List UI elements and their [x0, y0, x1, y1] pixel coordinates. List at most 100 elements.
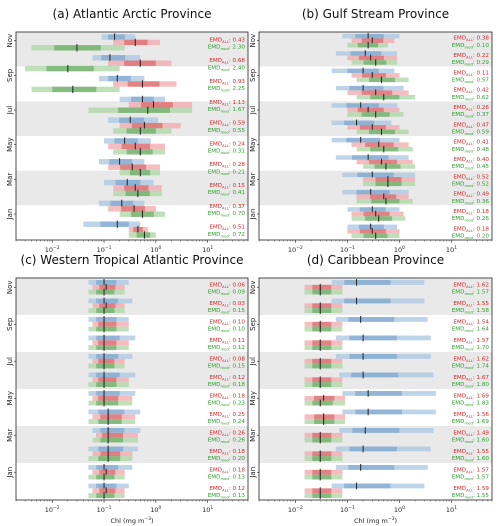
emd-prefix: EMD: [208, 149, 221, 155]
emd-prefix: EMD: [453, 88, 466, 94]
mod-box: [88, 474, 125, 480]
all-iqr: [99, 488, 116, 494]
mod-box: [304, 308, 343, 313]
satellite-iqr: [98, 409, 125, 415]
mod-iqr: [96, 493, 115, 498]
satellite-box: [331, 298, 425, 304]
month-label: Mar: [249, 429, 257, 442]
emd-prefix: EMD: [453, 36, 466, 42]
emd-value: : 0.40: [473, 157, 490, 163]
emd-mod-label: EMDmod: 0.26: [208, 437, 246, 444]
emd-value: : 0.29: [473, 60, 490, 66]
all-iqr: [361, 90, 393, 95]
satellite-iqr: [352, 428, 400, 433]
month-label: Jan: [6, 209, 14, 221]
satellite-box: [88, 298, 133, 304]
emd-prefix: EMD: [453, 430, 466, 436]
emd-all-label: EMDALL: 0.25: [209, 412, 245, 419]
mod-box: [25, 65, 120, 72]
emd-prefix: EMD: [209, 37, 222, 43]
emd-all-label: EMDALL: 1.69: [453, 393, 489, 400]
emd-prefix: EMD: [209, 79, 222, 85]
mod-box: [88, 363, 125, 369]
all-box: [347, 107, 400, 113]
month-label: Nov: [6, 34, 14, 48]
emd-prefix: EMD: [452, 199, 465, 205]
emd-prefix: EMD: [209, 375, 222, 381]
month-label: Jan: [249, 467, 257, 479]
satellite-box: [88, 465, 133, 470]
x-axis-label: Chl (mg m−3): [354, 516, 397, 525]
satellite-box: [342, 189, 409, 195]
emd-value: : 0.41: [473, 140, 490, 146]
emd-sub: mod: [220, 402, 229, 407]
emd-all-label: EMDALL: 0.12: [209, 375, 245, 382]
plot-frame: [15, 31, 249, 241]
emd-sub: mod: [464, 79, 473, 84]
emd-all-label: EMDALL: 0.41: [453, 140, 489, 147]
emd-prefix: EMD: [453, 192, 466, 198]
emd-sub: ALL: [222, 60, 230, 65]
x-tick-base: 10: [446, 506, 454, 514]
emd-value: : 0.48: [473, 147, 490, 153]
month-label: Sep: [249, 68, 257, 82]
all-iqr: [98, 340, 117, 346]
all-box: [113, 185, 162, 191]
emd-value: : 0.52: [473, 174, 489, 180]
month-label: Jul: [249, 357, 257, 367]
emd-value: : 0.23: [229, 400, 246, 406]
emd-sub: ALL: [222, 164, 230, 169]
all-iqr: [359, 229, 386, 234]
all-iqr: [312, 469, 332, 475]
mod-box: [304, 400, 346, 406]
mod-iqr: [312, 456, 332, 461]
emd-all-label: EMDALL: 0.52: [453, 174, 489, 181]
emd-prefix: EMD: [453, 53, 466, 59]
emd-all-label: EMDALL: 0.49: [453, 192, 489, 199]
emd-value: : 0.93: [229, 79, 246, 85]
emd-prefix: EMD: [208, 456, 221, 462]
emd-prefix: EMD: [209, 467, 222, 473]
emd-sub: ALL: [466, 302, 474, 307]
all-box: [92, 395, 133, 401]
emd-value: : 0.24: [229, 141, 246, 147]
emd-value: : 0.12: [229, 345, 245, 351]
satellite-iqr: [349, 446, 397, 452]
emd-prefix: EMD: [453, 157, 466, 163]
emd-mod-label: EMDmod: 0.36: [452, 199, 490, 206]
month-label: Sep: [6, 68, 14, 82]
emd-sub: ALL: [222, 122, 230, 127]
month-label: Nov: [6, 280, 14, 294]
emd-mod-label: EMDmod: 2.25: [208, 86, 246, 93]
all-box: [304, 395, 346, 401]
emd-sub: mod: [220, 346, 229, 351]
mod-iqr: [312, 289, 332, 295]
emd-all-label: EMDALL: 1.57: [453, 338, 489, 345]
emd-value: : 0.26: [473, 105, 490, 111]
x-tick-base: 10: [340, 246, 348, 254]
emd-prefix: EMD: [452, 60, 465, 66]
emd-sub: ALL: [466, 107, 474, 112]
all-iqr: [98, 395, 119, 401]
x-tick-label: 101: [202, 505, 213, 514]
emd-value: : 1.54: [473, 319, 490, 325]
emd-mod-label: EMDmod: 1.69: [452, 419, 490, 426]
emd-prefix: EMD: [209, 393, 222, 399]
emd-sub: mod: [220, 439, 229, 444]
emd-value: : 2.25: [229, 86, 246, 92]
emd-all-label: EMDALL: 0.22: [453, 53, 489, 60]
all-box: [304, 414, 346, 420]
month-label: May: [249, 137, 257, 151]
satellite-box: [335, 85, 404, 91]
x-tick-exp: −2: [53, 245, 60, 251]
emd-sub: mod: [220, 67, 229, 72]
satellite-iqr: [348, 465, 395, 470]
emd-prefix: EMD: [209, 141, 222, 147]
mod-iqr: [118, 107, 170, 113]
all-box: [113, 81, 177, 87]
emd-sub: ALL: [222, 284, 230, 289]
emd-sub: ALL: [466, 376, 474, 381]
emd-all-label: EMDALL: 1.55: [453, 301, 489, 308]
